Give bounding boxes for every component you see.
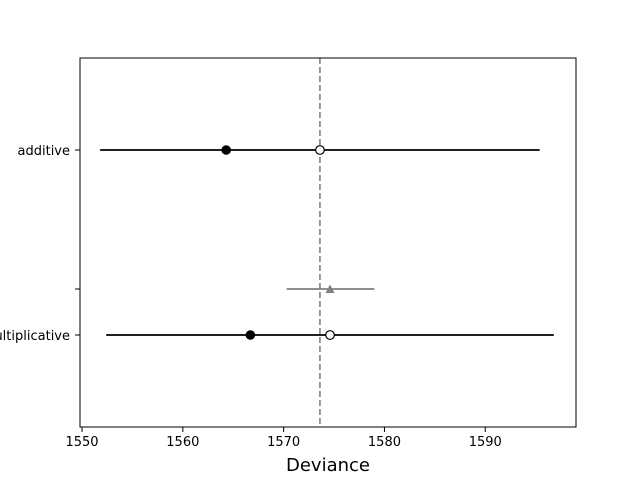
- plot-area: [100, 58, 554, 427]
- x-tick-label-1570: 1570: [267, 435, 300, 450]
- x-tick-label-1550: 1550: [65, 435, 98, 450]
- x-tick-label-1560: 1560: [166, 435, 199, 450]
- x-tick-label-1580: 1580: [368, 435, 401, 450]
- plot-frame: [79, 57, 577, 428]
- in-sample-deviance-point-1: [221, 145, 231, 155]
- y-tick-label-additive: additive: [18, 144, 70, 159]
- y-tick-label-multiplicative: multiplicative: [0, 329, 70, 344]
- axes: 1550 1560 1570 1580 1590 additive multiplicati…: [0, 57, 577, 450]
- x-axis-label: Deviance: [286, 455, 370, 476]
- waic-point-1: [315, 145, 325, 155]
- waic-point-2: [325, 330, 335, 340]
- in-sample-deviance-point-2: [245, 330, 256, 340]
- x-tick-label-1590: 1590: [469, 435, 502, 450]
- difference-point: [325, 284, 335, 293]
